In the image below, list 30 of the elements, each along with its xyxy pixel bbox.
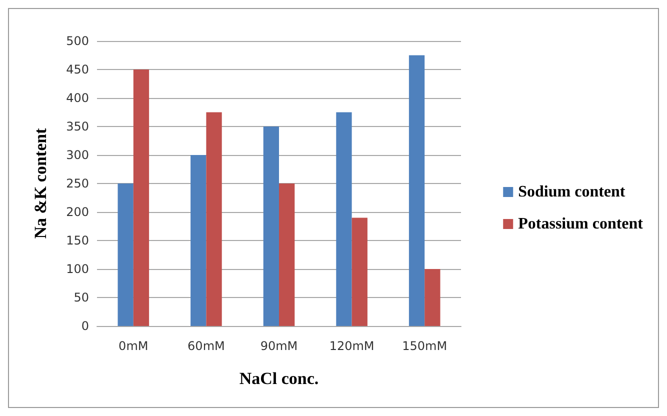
bar xyxy=(336,112,352,326)
y-tick-label: 200 xyxy=(66,205,89,219)
x-tick-label: 0mM xyxy=(118,339,148,353)
bar xyxy=(279,184,295,326)
bar xyxy=(352,218,368,326)
x-tick-label: 120mM xyxy=(329,339,374,353)
y-tick-label: 500 xyxy=(66,34,89,48)
y-tick-label: 350 xyxy=(66,120,89,134)
y-tick-label: 400 xyxy=(66,91,89,105)
y-tick-label: 50 xyxy=(74,290,89,304)
x-axis-title: NaCl conc. xyxy=(239,369,319,388)
x-tick-label: 60mM xyxy=(188,339,225,353)
legend-label: Sodium content xyxy=(518,184,626,200)
bar xyxy=(408,55,425,326)
y-tick-label: 300 xyxy=(66,148,89,162)
y-axis-title: Na &K content xyxy=(31,128,50,239)
bar xyxy=(263,126,279,326)
y-tick-label: 100 xyxy=(66,262,89,276)
legend-label: Potassium content xyxy=(518,216,644,232)
x-tick-label: 90mM xyxy=(260,339,298,353)
y-tick-label: 250 xyxy=(66,176,89,190)
y-tick-label: 450 xyxy=(66,62,89,76)
y-tick-label: 150 xyxy=(66,234,89,248)
x-tick-label: 150mM xyxy=(402,339,448,353)
bar xyxy=(206,112,222,326)
bar xyxy=(190,155,206,326)
bar xyxy=(133,70,150,326)
bar xyxy=(118,184,134,326)
y-tick-label: 0 xyxy=(81,319,89,333)
bar xyxy=(424,269,440,326)
